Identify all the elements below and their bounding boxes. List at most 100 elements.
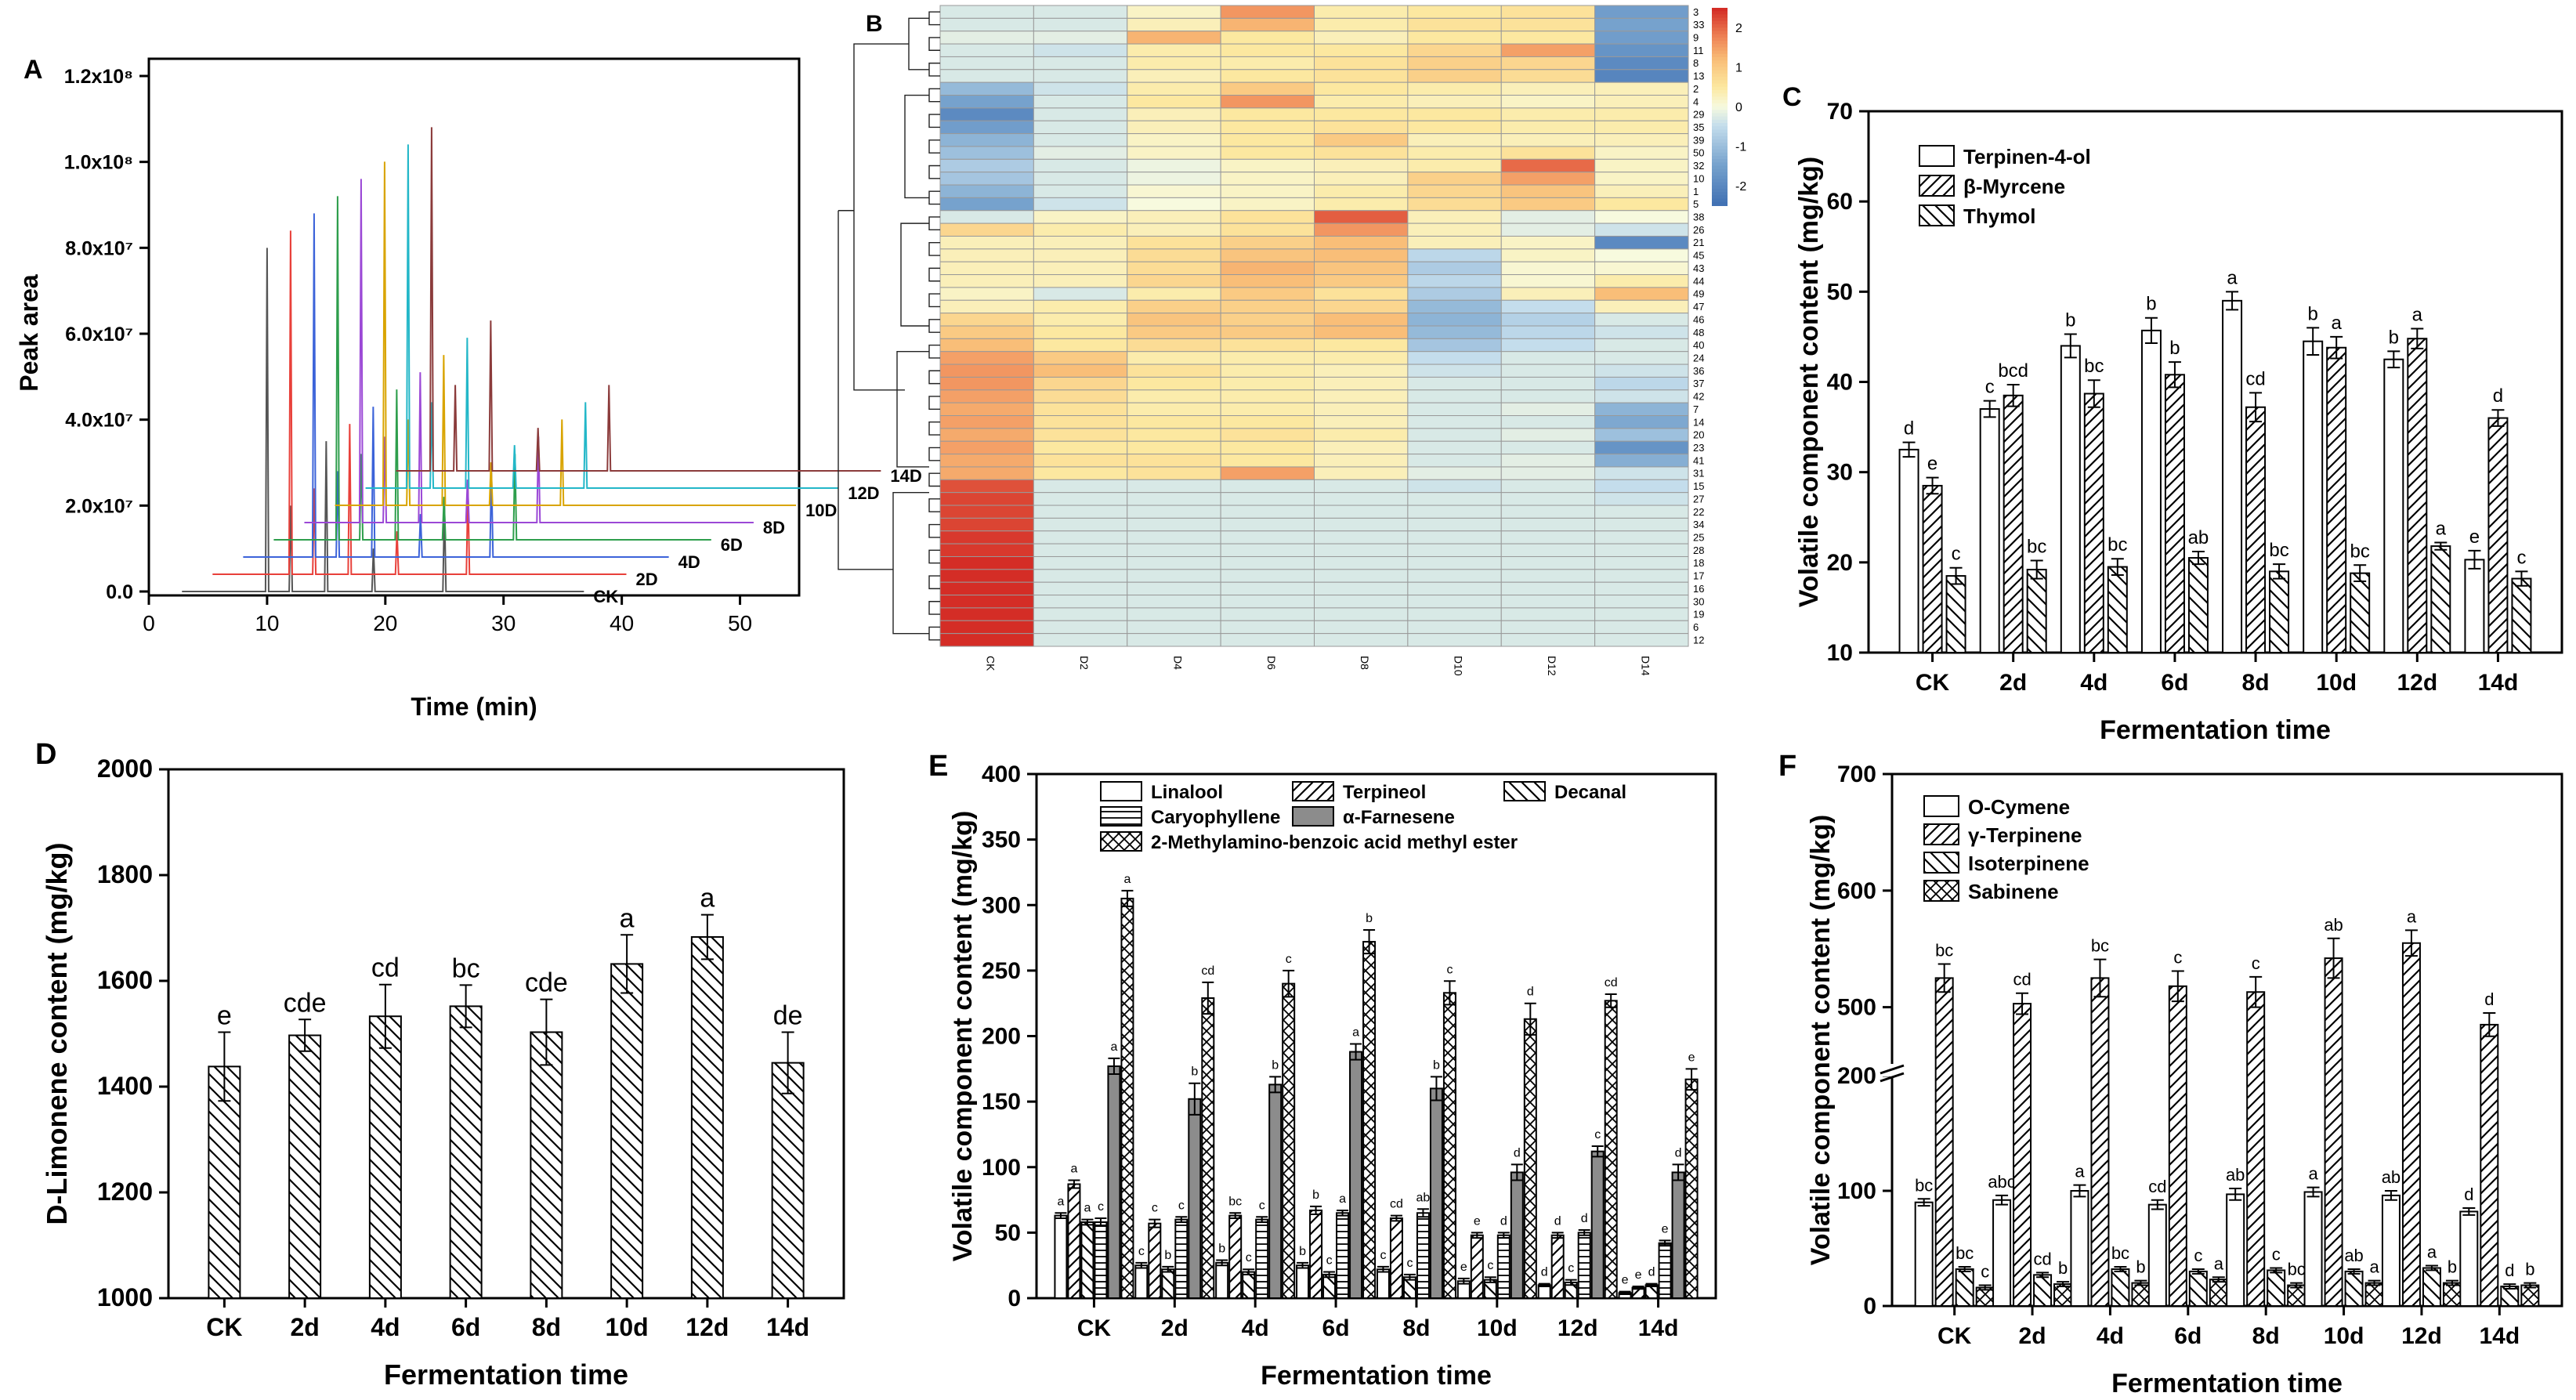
significance-letter: c [1152, 1202, 1158, 1215]
error-bar [620, 934, 634, 994]
error-bar [2483, 1012, 2496, 1037]
heatmap-cell [1314, 364, 1409, 378]
bar [2003, 394, 2024, 653]
heatmap-cell [1407, 5, 1502, 19]
colorbar-segment [1712, 93, 1728, 98]
significance-letter: a [2214, 1253, 2224, 1273]
heatmap-cell [1220, 555, 1315, 570]
colorbar-segment [1712, 123, 1728, 128]
x-tick-label: 50 [728, 611, 752, 635]
y-tick-label: 2000 [97, 754, 153, 783]
significance-letter: c [2272, 1244, 2281, 1264]
heatmap-cell [1033, 364, 1128, 378]
heatmap-cell [939, 581, 1034, 596]
heatmap-cell [939, 287, 1034, 301]
heatmap-cell [1407, 505, 1502, 519]
bar [1376, 1268, 1390, 1299]
heatmap-cell [1033, 620, 1128, 635]
heatmap-cell [1314, 543, 1409, 557]
heatmap-cell [1407, 248, 1502, 262]
heatmap-cell [1407, 581, 1502, 596]
heatmap-cell [939, 31, 1034, 45]
legend-label: Linalool [1151, 782, 1223, 803]
significance-letter: b [1366, 912, 1373, 925]
significance-letter: b [1272, 1058, 1279, 1072]
bar [2090, 977, 2110, 1308]
heatmap-cell [1314, 595, 1409, 609]
colorbar-segment [1712, 86, 1728, 91]
heatmap-cell [939, 172, 1034, 186]
y-tick-label: 6.0x10⁷ [65, 324, 133, 345]
heatmap-cell [1033, 261, 1128, 276]
row-label: 13 [1693, 71, 1704, 82]
error-bar [2387, 350, 2401, 369]
bar [1201, 997, 1215, 1300]
error-bar [1149, 1218, 1161, 1228]
heatmap-cell [1594, 120, 1689, 135]
heatmap-cell [1500, 440, 1596, 455]
error-bar [1121, 889, 1134, 907]
significance-letter: a [2427, 1243, 2437, 1262]
significance-letter: c [1446, 963, 1453, 976]
significance-letter: e [1622, 1274, 1629, 1287]
bar [1550, 1234, 1565, 1299]
heatmap-cell [1033, 479, 1128, 494]
colorbar-segment [1712, 14, 1728, 19]
heatmap-cell [1314, 415, 1409, 429]
significance-letter: cd [2033, 1249, 2051, 1268]
error-bar [459, 984, 472, 1029]
legend-swatch [1100, 781, 1142, 801]
heatmap-cell [939, 146, 1034, 160]
bar-chart-d: 1000 1200 1400 1600 1800 2000 CK e 2d cde 4d cd 6d bc… [41, 754, 845, 1391]
bar [2487, 417, 2509, 653]
significance-letter: e [217, 1000, 232, 1030]
heatmap-cell [1314, 287, 1409, 301]
heatmap-cell [1220, 197, 1315, 212]
significance-letter: a [2369, 1257, 2379, 1277]
bar [2026, 569, 2047, 654]
heatmap-cell [1594, 620, 1689, 635]
row-label: 16 [1693, 583, 1704, 595]
heatmap-cell [1220, 95, 1315, 109]
significance-letter: e [1635, 1268, 1642, 1282]
x-tick-label: 12d [2397, 670, 2437, 696]
heatmap-cell [1314, 184, 1409, 198]
colorbar-segment [1712, 201, 1728, 206]
y-axis-title: Volatile component content (mg/kg) [948, 811, 978, 1262]
x-tick-label: 6d [451, 1313, 480, 1341]
heatmap-cell [1220, 415, 1315, 429]
error-bar [1578, 1229, 1590, 1236]
row-label: 2 [1693, 83, 1699, 95]
heatmap-cell [1500, 428, 1596, 442]
heatmap-cell [939, 43, 1034, 57]
significance-letter: d [2505, 1261, 2514, 1280]
heatmap-cell [1500, 633, 1596, 647]
legend-label: β-Myrcene [1963, 175, 2065, 198]
heatmap-cell [1127, 505, 1221, 519]
chromatogram-trace [365, 144, 839, 489]
error-bar [2144, 317, 2158, 344]
significance-letter: bc [2350, 541, 2370, 562]
significance-letter: d [1675, 1146, 1682, 1159]
colorbar-segment [1712, 136, 1728, 140]
significance-letter: bc [1935, 941, 1953, 960]
colorbar-segment [1712, 159, 1728, 164]
heatmap-cell [1500, 81, 1596, 96]
x-tick-label: 2d [2019, 1323, 2046, 1349]
error-bar [1484, 1276, 1496, 1283]
error-bar [1659, 1239, 1671, 1247]
y-tick-label: 8.0x10⁷ [65, 237, 133, 259]
heatmap-cell [1033, 415, 1128, 429]
row-label: 30 [1693, 595, 1704, 607]
x-tick-label: 10d [1477, 1315, 1518, 1341]
bar [1914, 1201, 1934, 1307]
heatmap-cell [1500, 620, 1596, 635]
heatmap-cell [939, 107, 1034, 121]
error-bar [1068, 1179, 1080, 1189]
colorbar-segment [1712, 96, 1728, 101]
row-label: 36 [1693, 365, 1704, 377]
heatmap-cell [1220, 389, 1315, 403]
error-bar [218, 1031, 231, 1102]
heatmap-cell [939, 299, 1034, 314]
